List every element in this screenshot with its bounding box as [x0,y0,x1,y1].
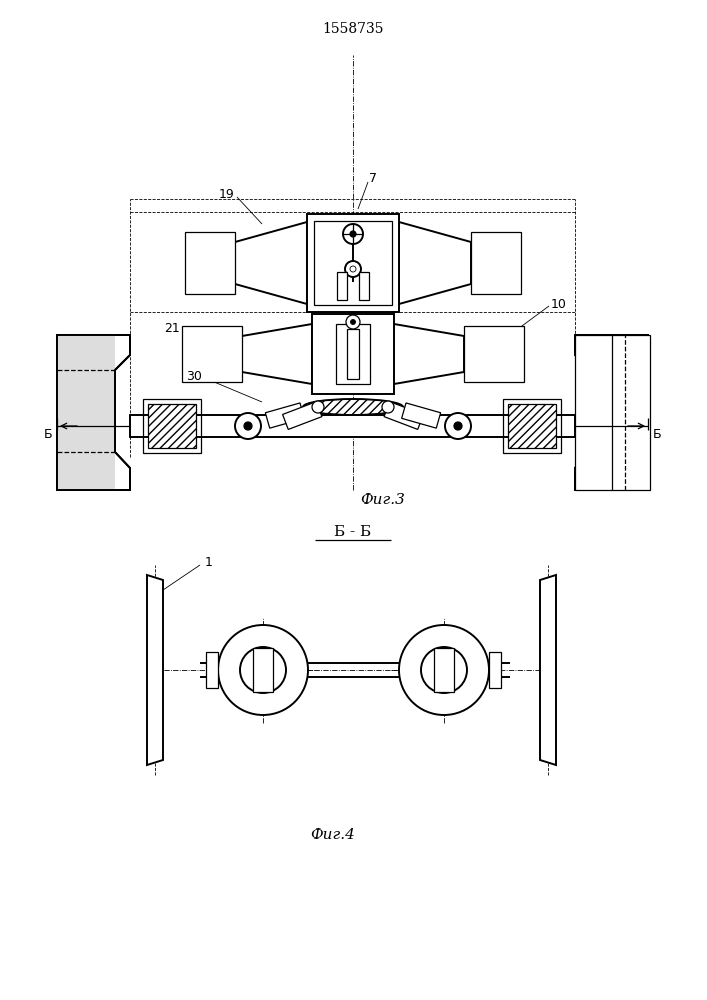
Polygon shape [265,403,304,428]
Circle shape [445,413,471,439]
Circle shape [350,231,356,237]
Polygon shape [575,335,650,490]
Circle shape [235,413,261,439]
Bar [503,399,561,453]
Bar [314,221,392,305]
Text: 21: 21 [164,322,180,336]
Circle shape [218,625,308,715]
Bar [508,404,556,448]
Circle shape [343,224,363,244]
Bar [336,324,370,384]
Text: Б: Б [44,428,52,440]
Polygon shape [540,575,556,765]
Bar [471,232,521,294]
Bar [148,404,196,448]
Text: 10: 10 [551,298,567,310]
Circle shape [254,661,272,679]
Text: Б: Б [653,428,661,440]
Text: 1558735: 1558735 [322,22,384,36]
Polygon shape [147,575,163,765]
Polygon shape [57,335,115,490]
Text: Фиг.3: Фиг.3 [361,493,405,507]
Bar [130,415,575,437]
Polygon shape [283,402,322,429]
Bar [307,214,399,312]
Polygon shape [57,335,130,490]
Bar [206,652,218,688]
Text: 7: 7 [369,172,377,186]
Circle shape [351,320,356,324]
Polygon shape [402,403,440,428]
Polygon shape [384,402,423,429]
Bar [182,326,242,382]
Circle shape [312,401,324,413]
Polygon shape [575,335,648,490]
Text: 1: 1 [205,556,213,568]
Polygon shape [590,335,648,490]
Circle shape [244,422,252,430]
Text: 30: 30 [186,370,202,383]
Bar [337,272,347,300]
Text: 19: 19 [219,188,235,200]
Text: Фиг.4: Фиг.4 [310,828,356,842]
Text: Б - Б: Б - Б [334,525,372,539]
Circle shape [382,401,394,413]
Polygon shape [242,324,312,384]
Circle shape [346,315,360,329]
Circle shape [345,261,361,277]
Bar [312,314,394,394]
Bar [489,652,501,688]
Circle shape [350,266,356,272]
Bar [359,272,369,300]
Circle shape [421,647,467,693]
Polygon shape [399,222,471,304]
Polygon shape [394,324,464,384]
Circle shape [435,661,453,679]
Bar [185,232,235,294]
Bar [253,648,273,692]
Circle shape [240,647,286,693]
Bar [143,399,201,453]
Bar [434,648,454,692]
Polygon shape [235,222,307,304]
Ellipse shape [303,399,403,415]
Bar [347,329,359,379]
Circle shape [454,422,462,430]
Bar [464,326,524,382]
Circle shape [399,625,489,715]
